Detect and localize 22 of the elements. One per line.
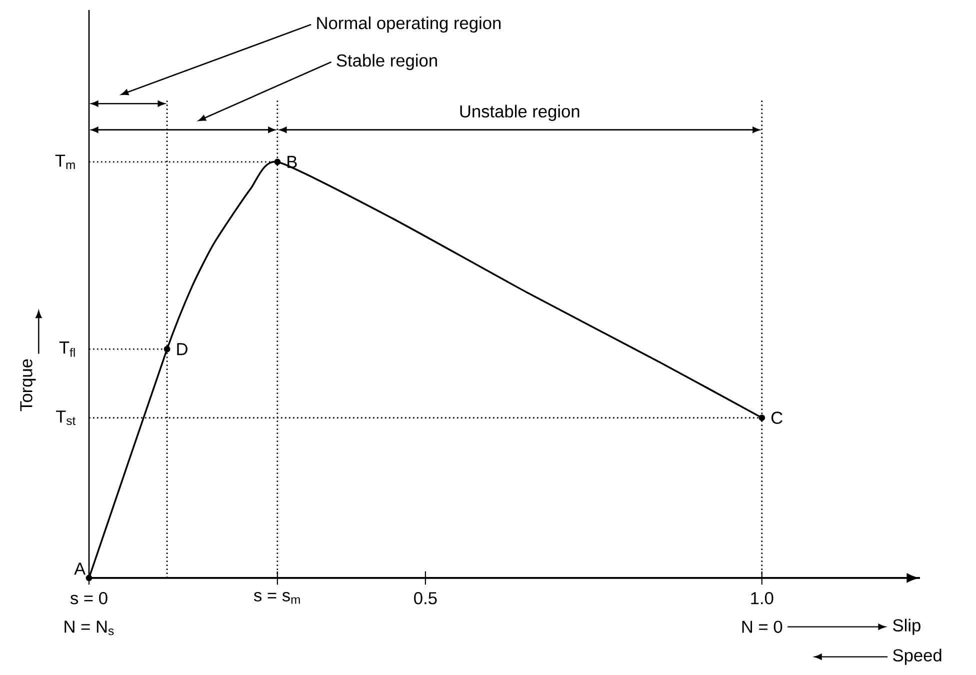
ref-line-label: T$_{m}$ xyxy=(55,154,75,170)
text: N = 0 xyxy=(742,620,782,633)
annotation: A xyxy=(74,562,86,575)
ref-line-label: T$_{fl}$ xyxy=(59,342,75,357)
x-tick-label: s = 0 xyxy=(70,592,108,604)
point xyxy=(274,158,281,166)
text: Normal operating region xyxy=(317,16,501,33)
text: Unstable region xyxy=(460,104,580,121)
point xyxy=(758,414,766,421)
text: Stable region xyxy=(336,54,437,70)
point xyxy=(86,574,92,582)
point xyxy=(164,346,170,352)
y-axis-title: Torque xyxy=(20,359,36,412)
ref-line-label: T$_{st}$ xyxy=(56,410,76,426)
text: N = N$_{s}$ xyxy=(64,620,114,636)
x-tick-label: 1.0 xyxy=(751,592,774,604)
x-tick-label: 0.5 xyxy=(414,592,437,604)
x-tick-label: s = s$_{m}$ xyxy=(254,592,300,604)
annotation: D xyxy=(177,343,188,356)
annotation: C xyxy=(771,412,782,424)
text: Speed xyxy=(893,648,942,665)
text: Slip xyxy=(893,618,920,635)
